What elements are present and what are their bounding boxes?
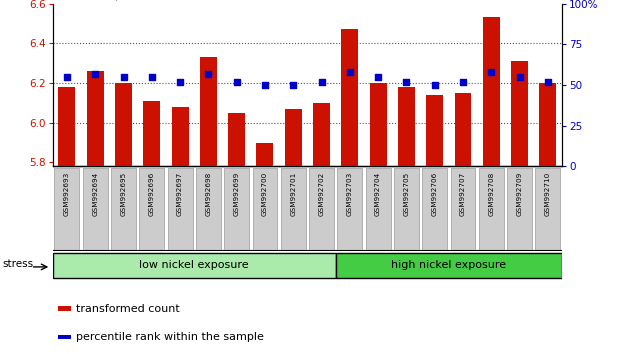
Text: GSM992706: GSM992706 bbox=[432, 171, 438, 216]
Text: GSM992705: GSM992705 bbox=[404, 171, 409, 216]
Bar bbox=[483, 17, 500, 166]
Text: GSM992704: GSM992704 bbox=[375, 171, 381, 216]
Text: GSM992707: GSM992707 bbox=[460, 171, 466, 216]
Text: GSM992693: GSM992693 bbox=[64, 171, 70, 216]
FancyBboxPatch shape bbox=[111, 168, 136, 251]
Bar bbox=[143, 101, 160, 166]
FancyBboxPatch shape bbox=[337, 168, 362, 251]
FancyBboxPatch shape bbox=[394, 168, 419, 251]
Bar bbox=[228, 113, 245, 166]
Text: GSM992703: GSM992703 bbox=[347, 171, 353, 216]
FancyBboxPatch shape bbox=[83, 168, 107, 251]
FancyBboxPatch shape bbox=[53, 253, 336, 278]
Bar bbox=[171, 107, 189, 166]
Point bbox=[345, 69, 355, 75]
FancyBboxPatch shape bbox=[366, 168, 391, 251]
Bar bbox=[511, 61, 528, 166]
FancyBboxPatch shape bbox=[336, 253, 562, 278]
Text: GSM992694: GSM992694 bbox=[93, 171, 98, 216]
Text: GSM992699: GSM992699 bbox=[233, 171, 240, 216]
Text: GSM992702: GSM992702 bbox=[319, 171, 325, 216]
FancyBboxPatch shape bbox=[224, 168, 249, 251]
Text: GSM992708: GSM992708 bbox=[488, 171, 494, 216]
Point bbox=[260, 82, 270, 88]
Text: GDS4974 / 8116579: GDS4974 / 8116579 bbox=[53, 0, 179, 2]
Text: transformed count: transformed count bbox=[76, 304, 179, 314]
FancyBboxPatch shape bbox=[55, 168, 79, 251]
Point bbox=[119, 74, 129, 80]
Bar bbox=[200, 57, 217, 166]
Bar bbox=[426, 95, 443, 166]
Bar bbox=[369, 83, 387, 166]
Point bbox=[430, 82, 440, 88]
Point bbox=[373, 74, 383, 80]
Text: percentile rank within the sample: percentile rank within the sample bbox=[76, 332, 263, 342]
Point bbox=[543, 79, 553, 85]
Point bbox=[486, 69, 496, 75]
Point bbox=[204, 71, 214, 76]
Text: low nickel exposure: low nickel exposure bbox=[140, 261, 249, 270]
Bar bbox=[58, 307, 71, 311]
Text: GSM992695: GSM992695 bbox=[120, 171, 127, 216]
Point bbox=[62, 74, 72, 80]
FancyBboxPatch shape bbox=[479, 168, 504, 251]
Bar bbox=[540, 83, 556, 166]
Bar bbox=[115, 83, 132, 166]
Bar bbox=[398, 87, 415, 166]
FancyBboxPatch shape bbox=[168, 168, 193, 251]
Bar bbox=[58, 335, 71, 339]
Bar bbox=[342, 29, 358, 166]
FancyBboxPatch shape bbox=[139, 168, 164, 251]
Bar bbox=[285, 109, 302, 166]
Text: stress: stress bbox=[2, 259, 34, 269]
Text: GSM992710: GSM992710 bbox=[545, 171, 551, 216]
Point bbox=[458, 79, 468, 85]
Text: GSM992698: GSM992698 bbox=[206, 171, 211, 216]
FancyBboxPatch shape bbox=[253, 168, 278, 251]
Point bbox=[401, 79, 411, 85]
Bar bbox=[455, 93, 471, 166]
FancyBboxPatch shape bbox=[535, 168, 560, 251]
Text: GSM992701: GSM992701 bbox=[290, 171, 296, 216]
Bar bbox=[256, 143, 273, 166]
Text: GSM992696: GSM992696 bbox=[149, 171, 155, 216]
Point bbox=[232, 79, 242, 85]
FancyBboxPatch shape bbox=[309, 168, 334, 251]
Point bbox=[147, 74, 156, 80]
Text: GSM992709: GSM992709 bbox=[517, 171, 522, 216]
Point bbox=[90, 71, 100, 76]
FancyBboxPatch shape bbox=[451, 168, 476, 251]
FancyBboxPatch shape bbox=[196, 168, 221, 251]
Bar bbox=[87, 71, 104, 166]
Text: high nickel exposure: high nickel exposure bbox=[391, 261, 506, 270]
FancyBboxPatch shape bbox=[281, 168, 306, 251]
Point bbox=[317, 79, 327, 85]
Point bbox=[515, 74, 525, 80]
Point bbox=[175, 79, 185, 85]
Text: GSM992697: GSM992697 bbox=[177, 171, 183, 216]
Point bbox=[288, 82, 298, 88]
Text: GSM992700: GSM992700 bbox=[262, 171, 268, 216]
FancyBboxPatch shape bbox=[507, 168, 532, 251]
FancyBboxPatch shape bbox=[422, 168, 447, 251]
Bar bbox=[58, 87, 75, 166]
Bar bbox=[313, 103, 330, 166]
